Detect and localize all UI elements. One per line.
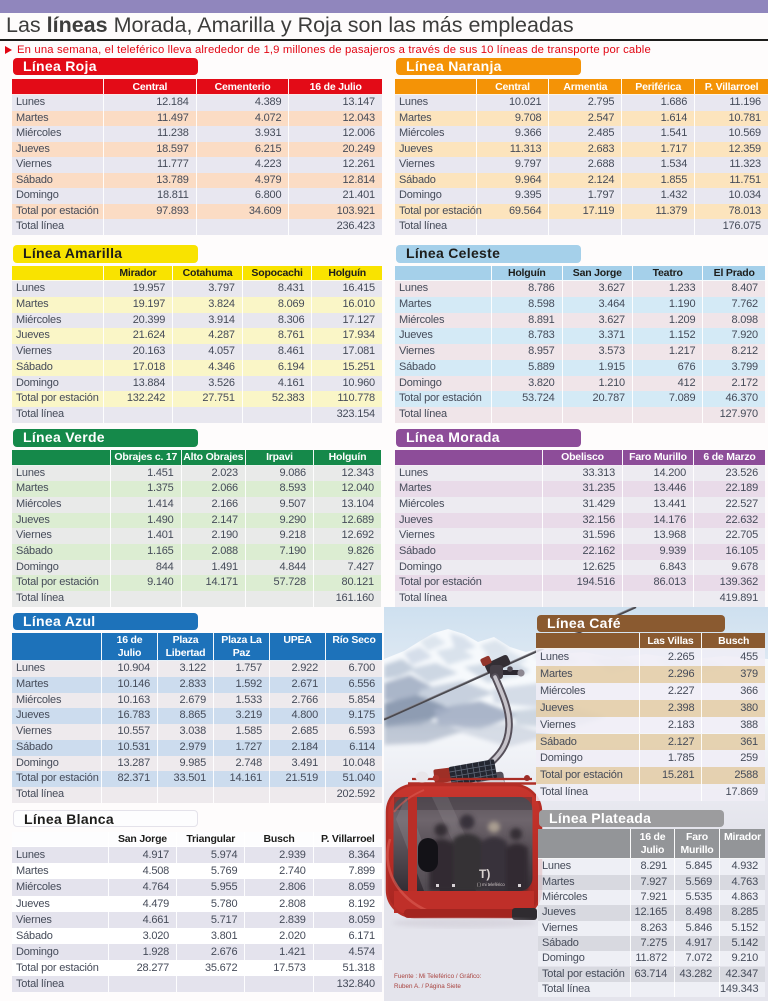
svg-text:( ) mi teleférico: ( ) mi teleférico — [477, 882, 505, 887]
svg-text:Fuente : Mi Teleférico / Gráfi: Fuente : Mi Teleférico / Gráfico: — [394, 973, 482, 980]
svg-text:Ruben A. / Página Siete: Ruben A. / Página Siete — [394, 983, 461, 990]
svg-text:T): T) — [479, 867, 490, 881]
